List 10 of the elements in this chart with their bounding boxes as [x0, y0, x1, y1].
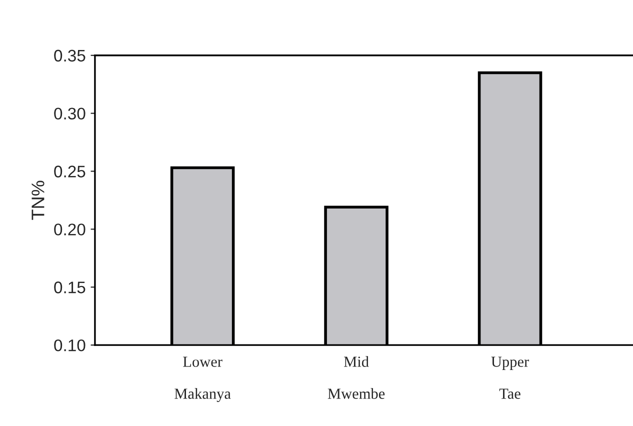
category-label: Upper Tae — [491, 356, 529, 399]
category-label: Mid Mwembe — [328, 356, 385, 399]
y-axis-title: TN% — [32, 180, 44, 220]
y-tick-label: 0.25 — [54, 166, 86, 178]
y-tick-label: 0.30 — [54, 108, 86, 120]
y-tick-label: 0.15 — [54, 282, 86, 294]
category-label: Lower Makanya — [174, 356, 231, 402]
y-tick-label: 0.35 — [54, 50, 86, 62]
y-tick-label: 0.10 — [54, 339, 86, 352]
y-tick-label: 0.20 — [54, 224, 86, 236]
